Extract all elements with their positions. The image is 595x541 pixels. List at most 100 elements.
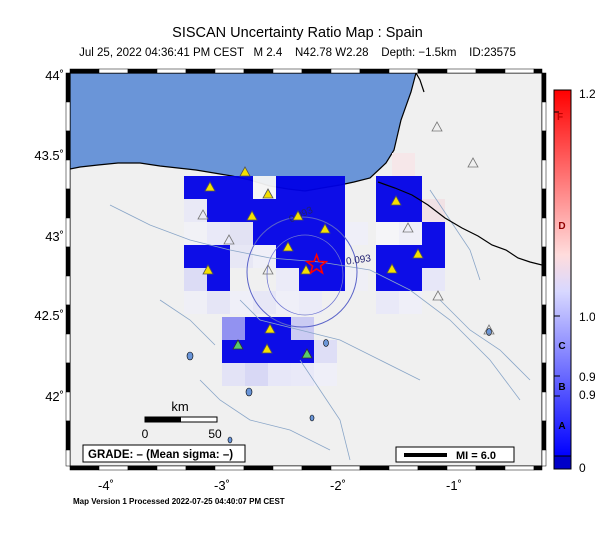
grid-cell	[253, 199, 276, 222]
grid-cell	[184, 222, 207, 245]
frame-tick	[541, 362, 547, 393]
map-version-footer: Map Version 1 Processed 2022-07-25 04:40…	[73, 497, 285, 506]
grid-cell	[322, 268, 345, 291]
grid-cell	[399, 291, 422, 314]
grid-cell	[276, 222, 299, 245]
frame-tick	[359, 465, 390, 471]
frame-tick	[65, 72, 71, 103]
frame-tick	[541, 246, 547, 277]
grid-cell	[184, 291, 207, 314]
grid-cell	[399, 245, 422, 268]
x-tick-label: -4˚	[98, 478, 114, 493]
frame-tick	[65, 159, 71, 190]
grid-cell	[299, 222, 322, 245]
station-triangle-icon	[432, 290, 444, 301]
station-triangle-icon	[300, 264, 312, 275]
colorbar-value: 0.9	[579, 370, 595, 384]
station-triangle-icon	[282, 241, 294, 252]
frame-tick	[65, 275, 71, 306]
grid-cell	[422, 199, 445, 222]
grid-cell	[392, 153, 415, 176]
colorbar-value: 0.9	[579, 388, 595, 402]
frame-tick	[359, 68, 390, 74]
scale-bar-fill	[145, 417, 181, 422]
station-triangle-icon	[202, 264, 214, 275]
y-tick-label: 43˚	[45, 229, 64, 244]
grid-cell	[222, 317, 245, 340]
station-triangle-icon	[204, 181, 216, 192]
grid-cell	[230, 291, 253, 314]
map-area: 0.093 0.093	[70, 73, 542, 466]
grid-cell	[230, 176, 253, 199]
border-line	[377, 181, 542, 266]
map-title: SISCAN Uncertainty Ratio Map : Spain	[172, 25, 423, 41]
frame-tick	[301, 68, 332, 74]
y-tick-label: 42.5˚	[34, 308, 64, 323]
frame-tick	[541, 449, 547, 467]
grid-cell	[314, 340, 337, 363]
scale-unit: km	[171, 399, 188, 414]
grid-cell	[230, 199, 253, 222]
frame-tick	[475, 68, 506, 74]
frame-tick	[65, 362, 71, 393]
station-triangle-icon	[197, 209, 209, 220]
grid-cell	[291, 317, 314, 340]
frame-tick	[541, 188, 547, 219]
frame-tick	[475, 465, 506, 471]
frame-tick	[533, 465, 543, 471]
frame-tick	[541, 304, 547, 335]
frame-tick	[541, 420, 547, 451]
frame-tick	[185, 465, 216, 471]
grid-cell	[184, 199, 207, 222]
frame-tick	[541, 101, 547, 132]
station-triangle-icon	[390, 195, 402, 206]
grade-label-c: C	[558, 341, 565, 352]
station-triangle-icon	[483, 324, 495, 335]
event-subtitle: Jul 25, 2022 04:36:41 PM CEST M 2.4 N42.…	[79, 47, 516, 59]
grid-cell	[291, 363, 314, 386]
frame-tick	[541, 217, 547, 248]
grid-cell	[184, 245, 207, 268]
grid-cell	[322, 222, 345, 245]
scale-label: 50	[208, 427, 222, 441]
epicenter-star-icon	[304, 252, 329, 275]
grid-cell	[276, 199, 299, 222]
colorbar-value: 1.0	[579, 310, 595, 324]
grid-cell	[207, 176, 230, 199]
frame-tick	[330, 68, 361, 74]
frame-tick	[541, 333, 547, 364]
frame-tick	[65, 333, 71, 364]
frame-tick	[98, 68, 129, 74]
grid-cell	[376, 268, 399, 291]
station-triangle-icon	[319, 223, 331, 234]
grade-label-a: A	[558, 421, 565, 432]
grid-cell	[399, 176, 422, 199]
frame-tick	[69, 465, 100, 471]
stations	[197, 121, 495, 359]
frame-tick	[65, 130, 71, 161]
frame-tick	[69, 68, 100, 74]
station-triangle-icon	[232, 339, 244, 350]
grid-cell	[299, 176, 322, 199]
grid-cell	[422, 222, 445, 245]
frame-tick	[156, 465, 187, 471]
grid-cell	[253, 222, 276, 245]
station-triangle-icon	[261, 343, 273, 354]
frame-tick	[301, 465, 332, 471]
frame-tick	[65, 391, 71, 422]
grid-cell	[376, 176, 399, 199]
frame-tick	[417, 465, 448, 471]
frame-tick	[330, 465, 361, 471]
frame-tick	[243, 68, 274, 74]
grade-text: GRADE: – (Mean sigma: –)	[88, 449, 233, 461]
frame-tick	[65, 449, 71, 467]
contour-label-2: 0.093	[345, 253, 372, 267]
grid-cell	[399, 199, 422, 222]
frame-tick	[65, 246, 71, 277]
frame-tick	[541, 391, 547, 422]
frame-tick	[185, 68, 216, 74]
grid-cell	[222, 340, 245, 363]
frame-tick	[541, 72, 547, 103]
frame-tick	[541, 130, 547, 161]
